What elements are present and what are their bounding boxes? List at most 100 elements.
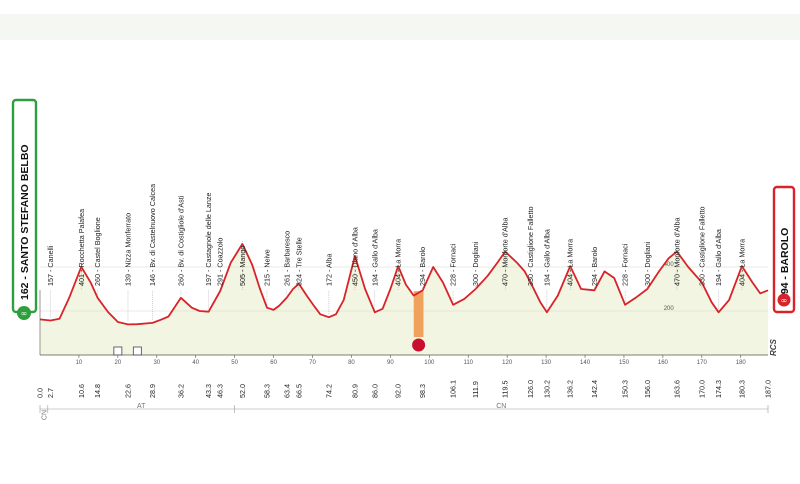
elevation-tick-label-0: 200	[664, 306, 675, 312]
waypoint-label-16: 294 - Barolo	[418, 247, 427, 286]
waypoint-label-4: 146 - Bv. di Castelnuovo Calcea	[148, 184, 157, 286]
km-tick-label-7: 80	[348, 360, 355, 366]
km-label-1: 2.7	[46, 388, 55, 398]
waypoint-label-21: 194 - Gallo d'Alba	[542, 229, 551, 286]
waypoint-label-28: 194 - Gallo d'Alba	[714, 229, 723, 286]
marks-layer: 10 20 30 40 50 60 70 80 90 100 110 120 130 140 150 160 1…	[36, 184, 773, 420]
waypoint-label-6: 197 - Castagnole delle Lanze	[204, 192, 213, 286]
waypoint-label-22: 404 - La Morra	[566, 239, 575, 286]
finish-box-border	[772, 185, 796, 314]
km-label-9: 52.0	[238, 384, 247, 398]
finish-label-box: 294 - BAROLO ∞	[772, 185, 796, 314]
km-label-15: 86.0	[370, 384, 379, 398]
km-label-29: 174.3	[714, 380, 723, 398]
km-tick-label-0: 10	[76, 360, 83, 366]
waypoint-label-0: 157 - Canelli	[46, 245, 55, 286]
rcs-logo: RCS	[769, 338, 778, 356]
km-tick-label-4: 50	[231, 360, 238, 366]
km-label-17: 98.3	[418, 384, 427, 398]
start-cycle-glyph: ∞	[21, 309, 28, 318]
waypoint-label-3: 139 - Nizza Monferrato	[124, 213, 133, 286]
km-label-30: 180.3	[737, 380, 746, 398]
region-label-0: CN	[41, 410, 48, 420]
feed-zone-icon	[412, 338, 426, 352]
waypoint-label-14: 194 - Gallo d'Alba	[370, 229, 379, 286]
km-label-14: 80.9	[350, 384, 359, 398]
profile-layer: 200 400	[39, 243, 769, 356]
km-label-12: 66.5	[294, 384, 303, 398]
km-tick-label-1: 20	[115, 360, 122, 366]
finish-cycle-glyph: ∞	[781, 296, 788, 305]
km-label-6: 36.2	[176, 384, 185, 398]
km-label-13: 74.2	[324, 384, 333, 398]
waypoint-label-13: 450 - Diano d'Alba	[350, 227, 359, 286]
waypoint-label-29: 404 - La Morra	[737, 239, 746, 286]
waypoint-label-18: 300 - Dogliani	[471, 241, 480, 286]
km-label-10: 58.3	[263, 384, 272, 398]
km-label-19: 111.9	[471, 381, 480, 398]
waypoint-label-9: 215 - Neive	[263, 249, 272, 286]
start-label-box: 162 - SANTO STEFANO BELBO ∞	[11, 98, 38, 320]
km-tick-label-13: 140	[580, 360, 591, 366]
profile-line	[39, 243, 769, 326]
finish-label: 294 - BAROLO	[779, 228, 791, 300]
km-label-28: 170.0	[697, 380, 706, 398]
km-tick-label-12: 130	[541, 360, 552, 366]
km-label-21: 126.0	[526, 380, 535, 398]
km-label-11: 63.4	[282, 384, 291, 398]
km-label-27: 163.6	[672, 380, 681, 398]
km-tick-label-2: 30	[153, 360, 160, 366]
waypoint-label-11: 324 - Tre Stelle	[294, 237, 303, 286]
km-tick-label-5: 60	[270, 360, 277, 366]
km-label-26: 156.0	[643, 380, 652, 398]
feed-zone-bar	[413, 291, 424, 337]
waypoint-label-8: 505 - Mango	[238, 246, 247, 286]
sprint-icon-0	[113, 346, 123, 356]
top-band	[0, 14, 800, 40]
waypoint-label-20: 330 - Castiglione Falletto	[526, 206, 535, 286]
waypoint-label-1: 401 - Rocchetta Palafea	[77, 209, 86, 286]
km-label-8: 46.3	[216, 384, 225, 398]
km-tick-label-3: 40	[192, 360, 199, 366]
km-tick-label-8: 90	[387, 360, 394, 366]
km-label-23: 136.2	[566, 380, 575, 398]
km-label-24: 142.4	[590, 380, 599, 398]
start-label: 162 - SANTO STEFANO BELBO	[19, 144, 31, 300]
elevation-tick-label-1: 400	[664, 262, 675, 268]
km-tick-label-17: 180	[736, 360, 747, 366]
km-label-22: 130.2	[542, 380, 551, 398]
waypoint-label-15: 404 - La Morra	[394, 239, 403, 286]
km-tick-label-15: 160	[658, 360, 669, 366]
waypoint-label-12: 172 - Alba	[324, 254, 333, 286]
waypoint-label-24: 228 - Fornaci	[621, 243, 630, 286]
profile-area	[40, 243, 768, 355]
km-tick-label-11: 120	[502, 360, 513, 366]
km-label-25: 150.3	[621, 380, 630, 398]
waypoint-label-17: 228 - Fornaci	[449, 243, 458, 286]
km-tick-label-9: 100	[424, 360, 435, 366]
waypoint-label-2: 260 - Castel Boglione	[93, 217, 102, 286]
waypoint-label-10: 261 - Barbaresco	[282, 231, 291, 286]
waypoint-label-5: 260 - Bv. di Costigliole d'Asti	[176, 195, 185, 286]
km-label-18: 106.1	[449, 380, 458, 398]
finish-cycle-icon	[777, 293, 791, 307]
region-label-2: CN	[496, 403, 506, 410]
waypoint-label-25: 300 - Dogliani	[643, 241, 652, 286]
waypoint-label-23: 294 - Barolo	[590, 247, 599, 286]
km-tick-label-10: 110	[463, 360, 473, 366]
km-label-4: 22.6	[124, 384, 133, 398]
km-label-5: 28.9	[148, 384, 157, 398]
start-cycle-icon	[17, 306, 31, 320]
km-label-3: 14.8	[93, 384, 102, 398]
km-tick-label-14: 150	[619, 360, 630, 366]
waypoint-label-27: 330 - Castiglione Falletto	[697, 206, 706, 286]
region-label-1: AT	[137, 403, 146, 410]
sprint-icon-1	[132, 346, 142, 356]
km-label-20: 119.5	[501, 381, 510, 398]
km-tick-label-6: 70	[309, 360, 316, 366]
waypoint-label-19: 470 - Monforte d'Alba	[501, 218, 510, 287]
km-label-7: 43.3	[204, 384, 213, 398]
km-label-0: 0.0	[36, 388, 45, 398]
km-label-31: 187.0	[764, 380, 773, 398]
